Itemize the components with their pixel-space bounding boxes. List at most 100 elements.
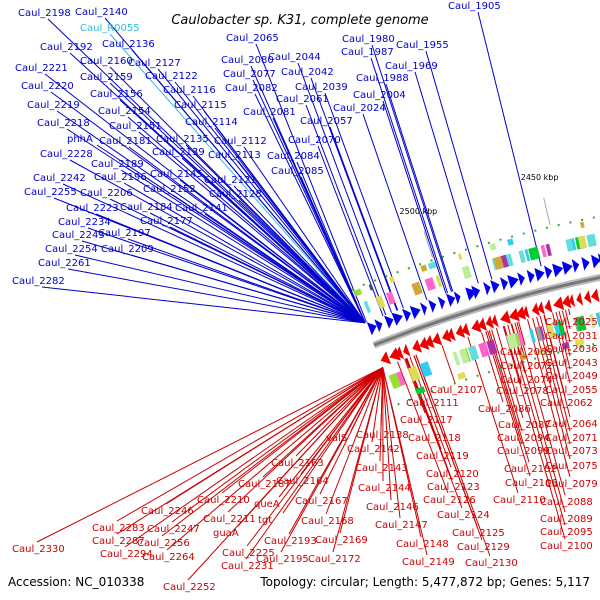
connector-reverse: [561, 310, 571, 343]
gene-label-reverse: Caul_2119: [416, 451, 469, 462]
gene-label-forward: Caul_1955: [396, 40, 449, 51]
forward-gene-arrow: [507, 275, 519, 289]
gene-label-reverse: Caul_2074: [500, 375, 553, 386]
gene-label-forward: Caul_2209: [101, 244, 154, 255]
connector-reverse: [467, 336, 519, 494]
connector-reverse: [295, 367, 384, 457]
connector-forward: [157, 68, 366, 324]
connector-forward: [41, 286, 366, 324]
connector-forward: [128, 146, 366, 324]
gene-label-forward: Caul_2197: [98, 228, 151, 239]
forward-gene-arrow: [490, 280, 500, 294]
connector-reverse: [325, 367, 384, 515]
inner-marker: [536, 348, 546, 356]
gene-label-forward: Caul_2177: [140, 216, 193, 227]
connector-forward: [179, 179, 366, 324]
connector-forward: [254, 93, 366, 324]
connector-reverse: [397, 361, 449, 494]
connector-forward: [414, 71, 479, 284]
reverse-gene-arrow: [432, 332, 443, 346]
connector-reverse: [491, 329, 523, 432]
gene-label-reverse: Caul_2264: [142, 552, 195, 563]
gene-label-reverse: Caul_2123: [427, 482, 480, 493]
connector-forward: [120, 169, 366, 324]
connector-forward: [233, 185, 366, 324]
reverse-gene-arrow: [523, 305, 530, 319]
connector-reverse: [166, 367, 384, 551]
gene-label-reverse: Caul_2120: [426, 469, 479, 480]
connector-forward: [109, 82, 366, 324]
inner-marker: [574, 338, 585, 347]
reverse-gene-arrow: [508, 308, 520, 322]
gene-label-forward: Caul_2065: [226, 33, 279, 44]
gene-label-reverse: Caul_2225: [222, 548, 275, 559]
connector-forward: [127, 238, 366, 324]
outer-marker: [457, 253, 463, 260]
forward-gene-arrow: [581, 256, 590, 271]
gene-label-reverse: Caul_2124: [437, 510, 490, 521]
gene-label-forward: Caul_2042: [281, 67, 334, 78]
connector-reverse: [280, 367, 384, 553]
forward-gene-arrow: [471, 285, 481, 299]
gene-label-reverse: Caul_2330: [12, 544, 65, 555]
kbp-label: 2450 kbp: [521, 173, 559, 182]
gene-label-reverse: Caul_2144: [358, 483, 411, 494]
kbp-tick: [423, 231, 434, 259]
forward-gene-arrow: [544, 265, 553, 280]
gene-label-forward: Caul_2114: [185, 117, 238, 128]
forward-gene-arrow: [428, 299, 437, 313]
map-title: Caulobacter sp. K31, complete genome: [171, 13, 428, 28]
gene-label-forward: Caul_2122: [145, 71, 198, 82]
forward-category-box: [577, 235, 588, 249]
gene-label-forward: Caul_2145: [150, 169, 203, 180]
connector-reverse: [441, 345, 456, 384]
feature-tracks: [351, 215, 600, 406]
inner-marker: [519, 353, 527, 361]
gene-label-forward: Caul_2151: [109, 121, 162, 132]
forward-category-box: [363, 300, 372, 314]
gene-label-forward: Caul_2116: [163, 85, 216, 96]
gene-labels: Caul_2198 Caul_2140 Caul_R0055 Caul_2136 Cau…: [12, 1, 598, 593]
connector-reverse: [527, 319, 571, 478]
forward-category-box: [385, 291, 396, 305]
connector-forward: [297, 62, 392, 313]
gene-label-forward: Caul_2085: [271, 166, 324, 177]
inner-marker: [415, 386, 426, 395]
gene-label-forward: Caul_2061: [276, 94, 329, 105]
forward-category-box: [545, 243, 552, 257]
gene-label-forward: Caul_2255: [24, 187, 77, 198]
reverse-gene-arrow: [576, 292, 584, 306]
gene-label-forward: Caul_2152: [143, 184, 196, 195]
gene-label-reverse: Caul_2130: [465, 558, 518, 569]
forward-gene-arrow: [561, 261, 573, 275]
gene-label-reverse: Caul_2252: [163, 582, 216, 593]
gene-label-reverse: Caul_2146: [366, 502, 419, 513]
gene-label-forward: Caul_2082: [225, 83, 278, 94]
gene-label-forward: Caul_2140: [75, 7, 128, 18]
connector-forward: [109, 33, 366, 324]
gene-label-forward: Caul_2242: [33, 173, 86, 184]
reverse-gene-arrow: [395, 346, 405, 360]
connector-reverse: [415, 354, 491, 557]
connector-forward: [181, 157, 366, 324]
reverse-category-box: [546, 323, 556, 339]
connector-forward: [255, 43, 367, 323]
gene-label-reverse: Caul_2211: [203, 514, 256, 525]
forward-gene-arrow: [437, 296, 446, 310]
forward-gene-arrow: [453, 291, 461, 305]
gene-label-reverse: Caul_2195: [256, 554, 309, 565]
connector-forward: [371, 44, 452, 292]
connector-forward: [382, 100, 447, 294]
connector-reverse: [237, 367, 384, 527]
genome-backbone: [372, 273, 600, 349]
gene-label-reverse: Caul_2143: [355, 463, 408, 474]
connector-reverse: [516, 322, 566, 496]
reverse-gene-arrow: [485, 315, 495, 329]
gene-label-reverse: Caul_2231: [221, 561, 274, 572]
gene-label-reverse: Caul_2118: [408, 433, 461, 444]
forward-category-box: [461, 265, 472, 280]
gene-label-reverse: Caul_2062: [540, 398, 593, 409]
gene-label-forward: Caul_1987: [341, 47, 394, 58]
forward-gene-arrow: [402, 308, 411, 322]
